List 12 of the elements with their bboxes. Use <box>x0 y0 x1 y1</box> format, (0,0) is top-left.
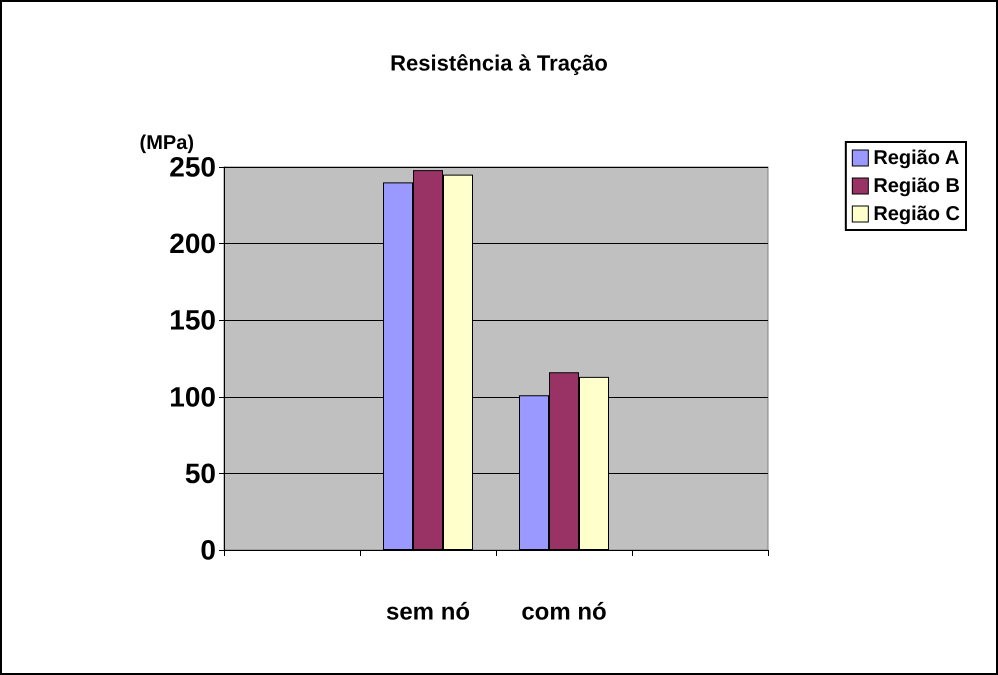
legend-label: Região C <box>873 203 960 225</box>
x-tick-label: com nó <box>521 598 607 626</box>
y-tick-label: 100 <box>169 381 216 412</box>
y-tick-label: 200 <box>169 228 216 260</box>
x-tick-label: sem nó <box>386 598 470 626</box>
chart-title: Resistência à Tração <box>390 50 608 76</box>
legend-label: Região A <box>873 147 960 169</box>
y-axis-title: (MPa) <box>140 132 194 154</box>
y-tick-label: 50 <box>184 458 216 489</box>
y-tick-label: 150 <box>169 304 216 336</box>
y-tick-label: 0 <box>200 534 216 566</box>
legend-label: Região B <box>873 175 960 197</box>
